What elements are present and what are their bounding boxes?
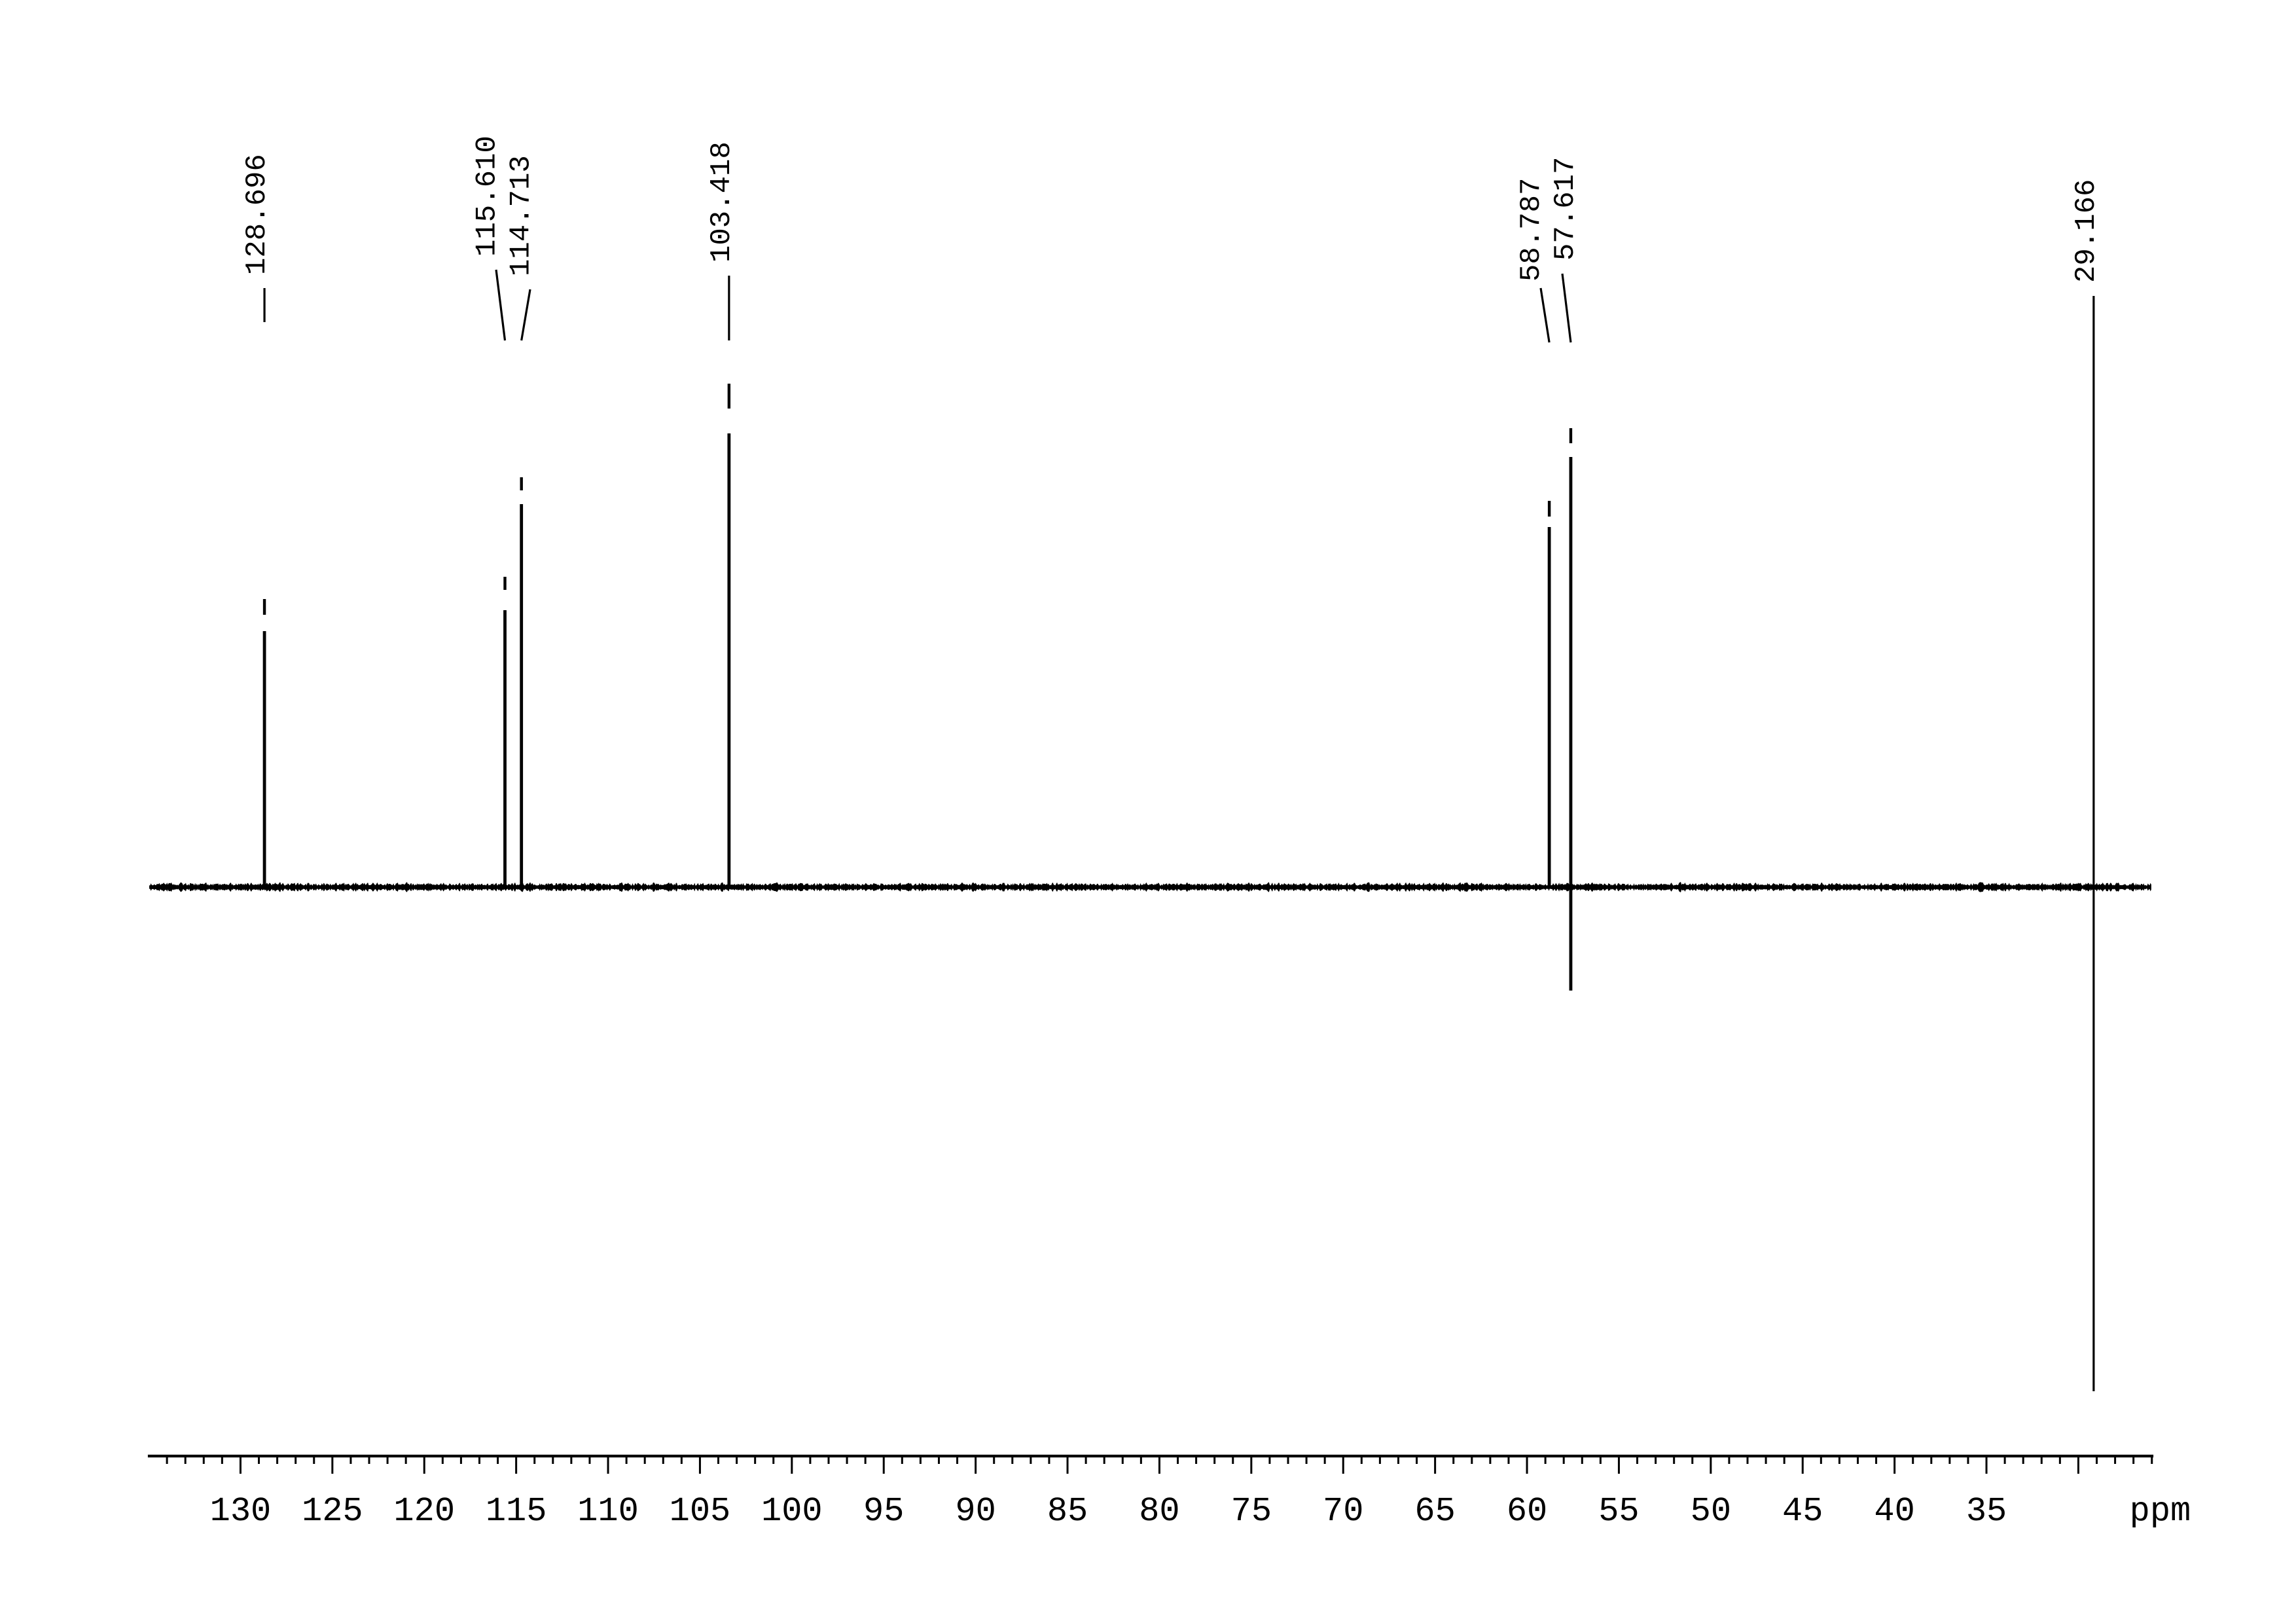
svg-text:35: 35: [1966, 1492, 2007, 1531]
svg-text:60: 60: [1507, 1492, 1547, 1531]
svg-text:95: 95: [863, 1492, 904, 1531]
svg-text:40: 40: [1874, 1492, 1914, 1531]
svg-text:103.418: 103.418: [706, 141, 738, 263]
svg-text:ppm: ppm: [2130, 1492, 2191, 1531]
svg-text:50: 50: [1691, 1492, 1731, 1531]
svg-text:114.713: 114.713: [505, 155, 538, 276]
svg-text:115: 115: [486, 1492, 547, 1531]
svg-text:115.610: 115.610: [471, 136, 503, 257]
svg-text:55: 55: [1598, 1492, 1639, 1531]
svg-text:125: 125: [302, 1492, 363, 1531]
svg-text:80: 80: [1139, 1492, 1179, 1531]
svg-text:105: 105: [670, 1492, 731, 1531]
svg-text:90: 90: [955, 1492, 996, 1531]
svg-text:85: 85: [1047, 1492, 1088, 1531]
svg-text:70: 70: [1323, 1492, 1363, 1531]
svg-text:45: 45: [1782, 1492, 1823, 1531]
svg-text:110: 110: [577, 1492, 639, 1531]
svg-text:75: 75: [1231, 1492, 1272, 1531]
svg-text:58.787: 58.787: [1515, 178, 1548, 282]
svg-text:29.166: 29.166: [2070, 179, 2103, 283]
svg-text:120: 120: [393, 1492, 455, 1531]
svg-text:65: 65: [1414, 1492, 1455, 1531]
svg-text:130: 130: [210, 1492, 272, 1531]
svg-text:100: 100: [761, 1492, 823, 1531]
svg-text:57.617: 57.617: [1549, 157, 1582, 261]
svg-text:128.696: 128.696: [241, 154, 274, 275]
